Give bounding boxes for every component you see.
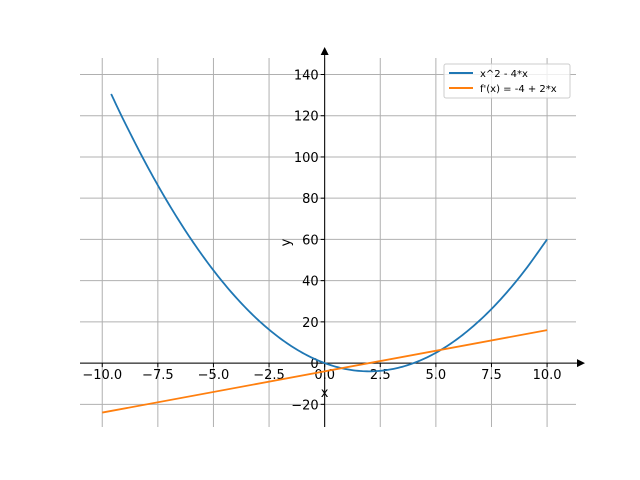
x-tick-label: −5.0 bbox=[198, 368, 230, 383]
y-tick-label: 100 bbox=[294, 151, 319, 166]
x-tick-label: −10.0 bbox=[82, 368, 122, 383]
y-axis-label: y bbox=[279, 238, 294, 246]
x-axis-label: x bbox=[321, 386, 329, 401]
y-tick-label: 60 bbox=[302, 233, 319, 248]
y-tick-label: 120 bbox=[294, 110, 319, 125]
x-tick-label: 5.0 bbox=[426, 368, 447, 383]
series-lines bbox=[102, 93, 548, 414]
series-line-1 bbox=[110, 93, 548, 373]
y-tick-label: 40 bbox=[302, 275, 319, 290]
x-tick-label: 7.5 bbox=[481, 368, 502, 383]
legend-entry-series-2: f'(x) = -4 + 2*x bbox=[480, 84, 557, 95]
x-tick-label: 10.0 bbox=[533, 368, 562, 383]
ticks: −10.0 −7.5 −5.0 −2.5 0.0 2.5 5.0 7.5 10.0−200204… bbox=[82, 68, 561, 413]
legend: x^2 - 4*x f'(x) = -4 + 2*x bbox=[443, 63, 571, 99]
y-tick-label: 0 bbox=[310, 357, 318, 372]
x-tick-label: −7.5 bbox=[142, 368, 174, 383]
y-tick-label: −20 bbox=[291, 398, 318, 413]
y-axis-arrow bbox=[320, 47, 329, 55]
y-tick-label: 20 bbox=[302, 316, 319, 331]
y-tick-label: 80 bbox=[302, 192, 319, 207]
x-axis-arrow bbox=[577, 359, 585, 368]
legend-box bbox=[443, 63, 571, 99]
series-line-2 bbox=[102, 329, 548, 414]
legend-entry-series-1: x^2 - 4*x bbox=[480, 69, 528, 80]
y-tick-label: 140 bbox=[294, 68, 319, 83]
